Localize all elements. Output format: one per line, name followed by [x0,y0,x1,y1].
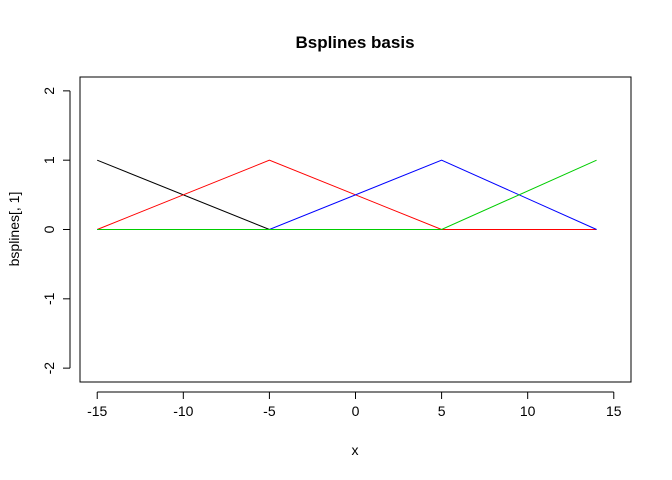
x-tick-label: 15 [606,403,622,419]
plot-frame [79,76,632,383]
y-axis: -2 -1 0 1 2 [41,87,71,375]
chart-title: Bsplines basis [295,33,414,52]
x-tick-label: 0 [352,403,360,419]
x-axis-label: x [352,442,359,458]
y-tick-label: 0 [41,225,57,233]
x-tick-label: -10 [173,403,193,419]
x-tick-label: -5 [263,403,276,419]
x-tick-label: -15 [87,403,107,419]
series-line-2 [97,159,597,230]
series-layer [97,159,597,230]
y-tick-label: 1 [41,156,57,164]
series-line-1 [97,159,597,230]
y-tick-label: -2 [41,362,57,375]
x-tick-label: 5 [438,403,446,419]
x-tick-label: 10 [520,403,536,419]
y-tick-label: -1 [41,292,57,305]
series-line-3 [97,159,597,230]
y-axis-label: bsplines[, 1] [6,192,22,267]
x-axis: -15 -10 -5 0 5 10 15 [87,391,622,419]
y-tick-label: 2 [41,87,57,95]
series-line-4 [97,159,597,230]
